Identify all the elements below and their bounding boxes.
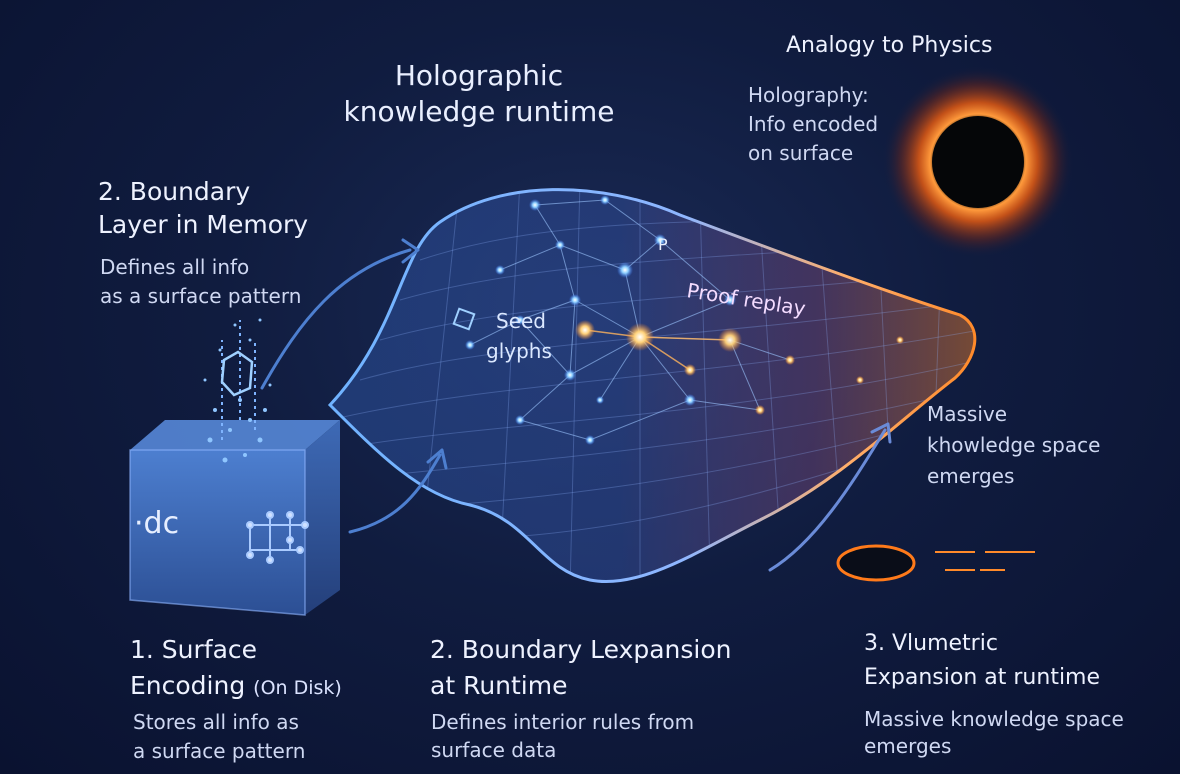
massive-space-line1: Massive bbox=[927, 402, 1008, 426]
membrane-edge bbox=[327, 188, 977, 583]
massive-space-line2: khowledge space bbox=[927, 433, 1101, 457]
step1-desc-1: Stores all info as bbox=[133, 710, 299, 734]
step1-title-1: 1. Surface bbox=[130, 635, 258, 664]
step3-desc-1: Massive knowledge space bbox=[864, 707, 1124, 731]
seed-glyphs-label-1: Seed bbox=[496, 309, 546, 333]
p-marker-label: P bbox=[658, 235, 668, 254]
boundary-memory-desc-2: as a surface pattern bbox=[100, 284, 302, 308]
step1-title-2: Encoding (On Disk) bbox=[130, 668, 342, 706]
diagram-title-line1: Holographic bbox=[394, 59, 564, 92]
massive-space-line3: emerges bbox=[927, 464, 1015, 488]
boundary-memory-desc-1: Defines all info bbox=[100, 255, 250, 279]
step2-title-2: at Runtime bbox=[430, 671, 568, 700]
rising-particles bbox=[203, 318, 272, 463]
step2-desc-2: surface data bbox=[431, 738, 557, 762]
diagram-title-line2: knowledge runtime bbox=[343, 95, 615, 128]
step2-desc-1: Defines interior rules from bbox=[431, 710, 695, 734]
boundary-memory-title-2: Layer in Memory bbox=[98, 210, 309, 239]
circuit-glyph-icon bbox=[246, 511, 309, 564]
step3-title-2: Expansion at runtime bbox=[864, 665, 1101, 690]
cube-label: ·dc bbox=[134, 506, 179, 541]
network-nodes bbox=[465, 195, 904, 445]
particle-streams bbox=[221, 320, 256, 440]
arrow-to-memory bbox=[260, 248, 412, 390]
step3-desc-2: emerges bbox=[864, 734, 952, 758]
step2-title-1: 2. Boundary Lexpansion bbox=[430, 635, 732, 664]
knowledge-membrane bbox=[327, 188, 977, 583]
black-hole-core bbox=[932, 116, 1024, 208]
crystal-glyph-icon bbox=[220, 350, 254, 397]
step3-title-1: 3. Vlumetric bbox=[864, 631, 998, 656]
physics-heading: Analogy to Physics bbox=[786, 33, 993, 58]
seed-glyphs-label-2: glyphs bbox=[486, 339, 552, 363]
disk-cube bbox=[129, 318, 340, 616]
seed-glyph-icon bbox=[452, 307, 476, 331]
mini-black-hole-icon bbox=[836, 544, 1035, 582]
arrow-to-runtime bbox=[348, 453, 442, 534]
flow-arrows bbox=[260, 238, 892, 572]
physics-line1: Holography: bbox=[748, 83, 869, 107]
step1-title-paren: (On Disk) bbox=[253, 677, 342, 699]
physics-line2: Info encoded bbox=[748, 112, 879, 136]
boundary-memory-title-1: 2. Boundary bbox=[98, 177, 251, 206]
arrow-to-volumetric bbox=[768, 428, 887, 572]
step1-title-main: Encoding bbox=[130, 671, 246, 700]
step1-desc-2: a surface pattern bbox=[133, 739, 306, 763]
physics-line3: on surface bbox=[748, 141, 854, 165]
